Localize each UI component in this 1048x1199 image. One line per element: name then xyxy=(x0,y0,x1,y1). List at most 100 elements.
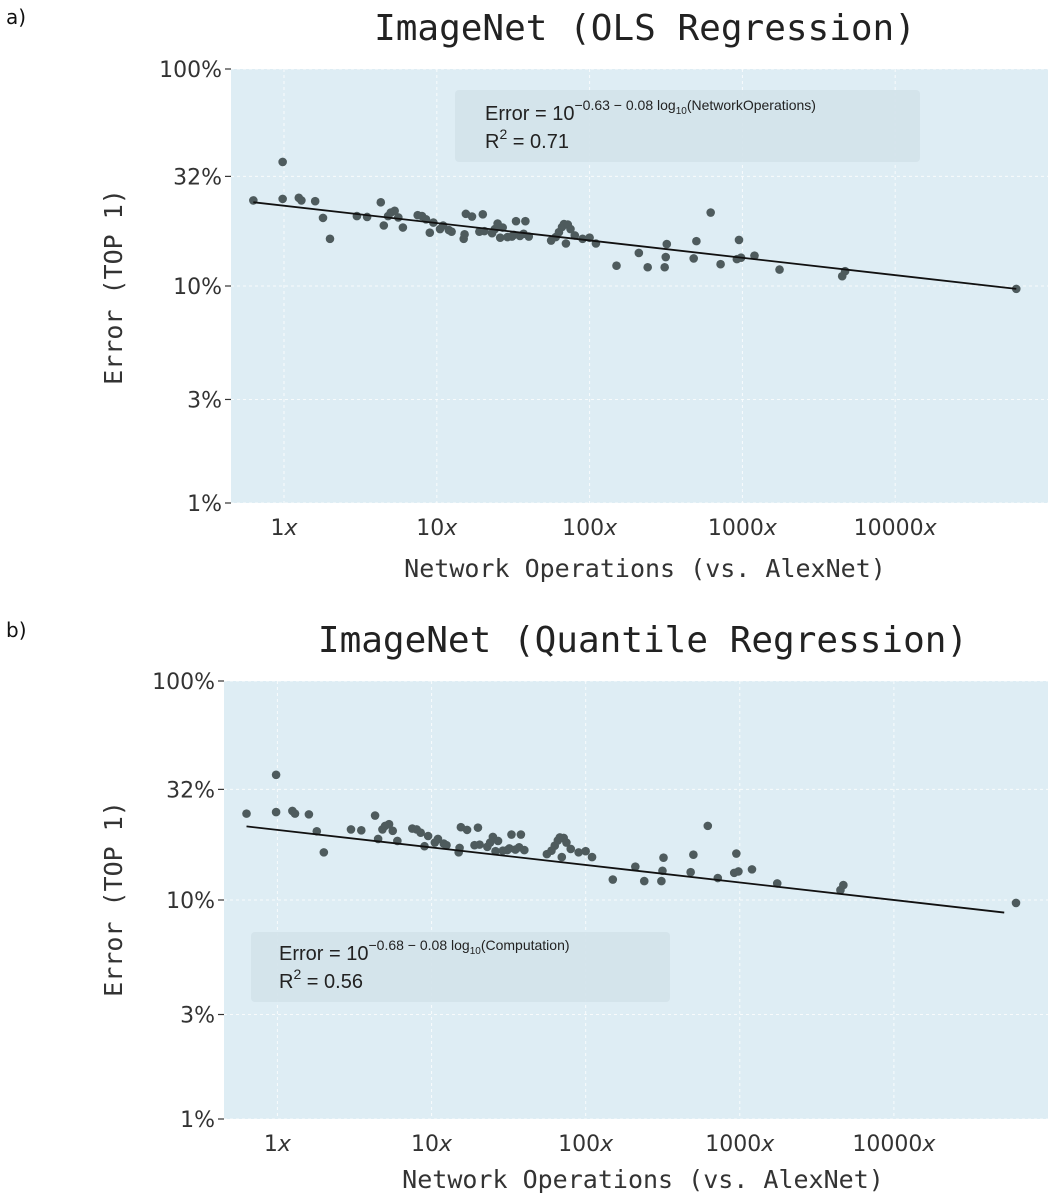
data-point xyxy=(290,809,300,818)
data-point xyxy=(516,830,526,839)
panel-a: a) ImageNet (OLS Regression) Error = 10−… xyxy=(6,5,1048,583)
panel-a-annotation-box xyxy=(455,90,920,162)
data-point xyxy=(703,821,713,831)
panel-b: b) ImageNet (Quantile Regression) Error … xyxy=(6,618,1048,1194)
data-point xyxy=(570,231,580,240)
data-point xyxy=(608,875,618,884)
data-point xyxy=(297,196,306,205)
data-point xyxy=(370,811,380,820)
data-point xyxy=(495,233,505,242)
data-point xyxy=(732,849,741,858)
panel-a-y-axis-label: Error (TOP 1) xyxy=(99,189,128,385)
panel-b-x-ticks: 1x 10x 100x 1000x 10000x xyxy=(264,1132,936,1157)
data-point xyxy=(747,865,757,874)
panel-b-y-axis-label: Error (TOP 1) xyxy=(99,801,128,997)
panel-a-r2-tail: = 0.71 xyxy=(507,131,569,153)
data-point xyxy=(379,221,389,230)
panel-b-letter: b) xyxy=(6,618,27,642)
data-point xyxy=(581,846,590,856)
panel-b-annotation-box xyxy=(251,932,670,1002)
panel-a-eq-lead: Error = 10 xyxy=(485,103,574,125)
panel-b-eq-exp-tail: (Computation) xyxy=(481,937,570,953)
panel-a-eq-subscript: 10 xyxy=(676,106,688,117)
data-point xyxy=(390,206,399,216)
data-point xyxy=(462,825,472,835)
panel-b-title: ImageNet (Quantile Regression) xyxy=(318,620,968,661)
x-tick-label: 1000x xyxy=(708,516,778,541)
data-point xyxy=(271,807,281,817)
x-tick-label: 1000x xyxy=(705,1132,775,1157)
panel-a-x-ticks: 1x 10x 100x 1000x 10000x xyxy=(270,516,937,541)
data-point xyxy=(840,266,850,276)
data-point xyxy=(839,880,848,890)
data-point xyxy=(631,862,640,871)
data-point xyxy=(657,876,666,886)
panel-b-points xyxy=(242,770,1021,908)
data-point xyxy=(716,259,725,269)
data-point xyxy=(478,210,488,219)
panel-b-plot-area xyxy=(224,681,1048,1119)
data-point xyxy=(643,262,652,272)
panel-a-title: ImageNet (OLS Regression) xyxy=(374,8,916,49)
x-tick-label: 100x xyxy=(558,1132,614,1157)
data-point xyxy=(271,770,281,780)
data-point xyxy=(304,810,314,819)
data-point xyxy=(734,235,744,245)
data-point xyxy=(278,157,287,167)
data-point xyxy=(475,840,484,849)
panel-b-eq-exponent: −0.68 − 0.08 log xyxy=(368,937,469,953)
x-tick-label: 10x xyxy=(416,516,458,541)
x-tick-label: 10000x xyxy=(854,516,938,541)
data-point xyxy=(467,212,477,221)
panel-a-points xyxy=(249,157,1021,294)
panel-a-annotation: Error = 10−0.63 − 0.08 log10(NetworkOper… xyxy=(455,90,920,162)
y-tick-label: 3% xyxy=(187,388,222,413)
data-point xyxy=(325,234,335,244)
panel-b-r2: R2 = 0.56 xyxy=(279,966,363,993)
data-point xyxy=(692,236,701,246)
panel-b-y-ticks: 1% 3% 10% 32% 100% xyxy=(152,670,224,1133)
data-point xyxy=(520,845,529,855)
data-point xyxy=(686,867,695,877)
y-tick-label: 10% xyxy=(173,275,222,300)
y-tick-label: 1% xyxy=(187,492,222,517)
data-point xyxy=(574,848,583,857)
x-tick-label: 1x xyxy=(270,516,298,541)
panel-a-letter: a) xyxy=(6,5,26,29)
data-point xyxy=(447,227,456,236)
data-point xyxy=(660,262,669,272)
y-tick-label: 3% xyxy=(180,1004,215,1029)
data-point xyxy=(639,876,649,886)
data-point xyxy=(659,853,668,863)
data-point xyxy=(278,194,287,204)
data-point xyxy=(356,826,366,835)
y-tick-label: 1% xyxy=(180,1108,215,1133)
panel-a-fit-line xyxy=(253,201,1017,290)
panel-a-eq-exponent: −0.63 − 0.08 log xyxy=(574,97,675,113)
panel-b-x-axis-label: Network Operations (vs. AlexNet) xyxy=(402,1165,884,1194)
data-point xyxy=(689,254,698,263)
data-point xyxy=(416,828,425,837)
data-point xyxy=(612,261,621,271)
y-tick-label: 100% xyxy=(152,670,215,695)
y-tick-label: 32% xyxy=(173,165,222,190)
panel-b-eq-lead: Error = 10 xyxy=(279,943,368,965)
panel-a-eq-exp-tail: (NetworkOperations) xyxy=(687,97,816,113)
data-point xyxy=(706,208,715,217)
panel-b-equation: Error = 10−0.68 − 0.08 log10(Computation… xyxy=(279,937,570,965)
data-point xyxy=(587,852,597,862)
data-point xyxy=(511,216,521,226)
panel-a-r2-sup: 2 xyxy=(499,126,507,142)
data-point xyxy=(734,867,743,876)
data-point xyxy=(384,819,394,829)
data-point xyxy=(423,831,433,841)
data-point xyxy=(562,838,571,847)
data-point xyxy=(557,852,567,862)
data-point xyxy=(561,239,571,248)
y-tick-label: 100% xyxy=(159,58,222,83)
data-point xyxy=(319,848,329,857)
data-point xyxy=(775,265,784,274)
data-point xyxy=(634,248,644,258)
panel-b-r2-sup: 2 xyxy=(293,966,301,982)
